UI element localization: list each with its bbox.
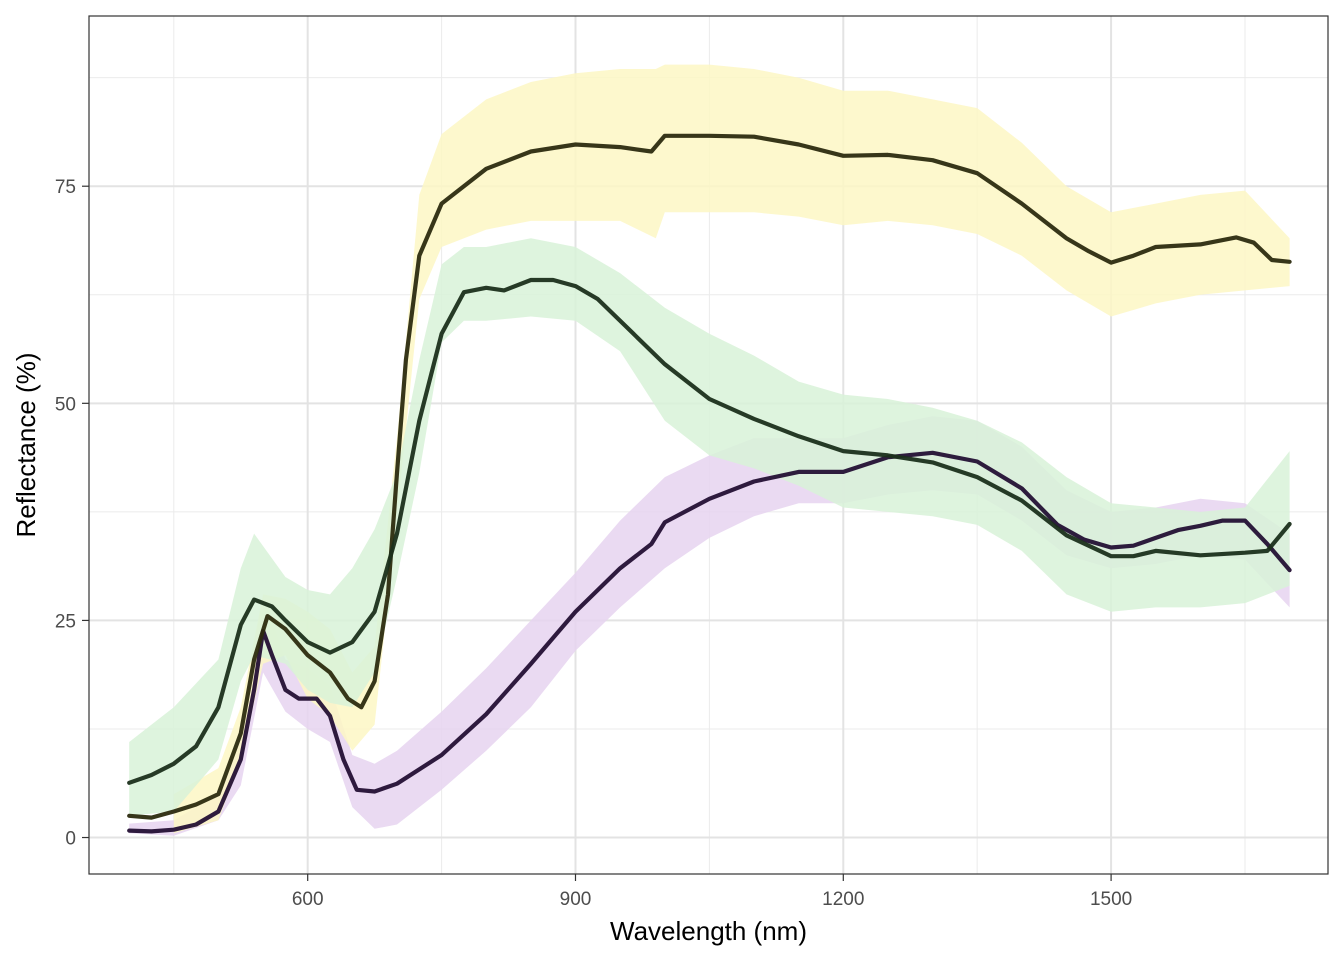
panel-border — [88, 15, 1329, 875]
series-2-line — [127, 133, 1292, 820]
y-tick-label: 0 — [65, 829, 76, 850]
y-tick-label: 50 — [55, 394, 76, 415]
y-tick-label: 25 — [55, 611, 76, 632]
y-axis-title: Reflectance (%) — [11, 353, 41, 538]
x-axis-title: Wavelength (nm) — [610, 916, 807, 946]
series-lines — [127, 133, 1292, 834]
series-3-line — [127, 277, 1292, 785]
x-axis: 600 900 1200 1500 — [292, 874, 1132, 910]
y-axis: 0 25 50 75 — [55, 177, 89, 850]
x-tick-label: 1200 — [822, 889, 864, 910]
x-tick-label: 900 — [560, 889, 592, 910]
y-tick-label: 75 — [55, 177, 76, 198]
x-tick-label: 1500 — [1090, 889, 1132, 910]
series-3-ribbon — [129, 238, 1290, 816]
x-tick-label: 600 — [292, 889, 324, 910]
